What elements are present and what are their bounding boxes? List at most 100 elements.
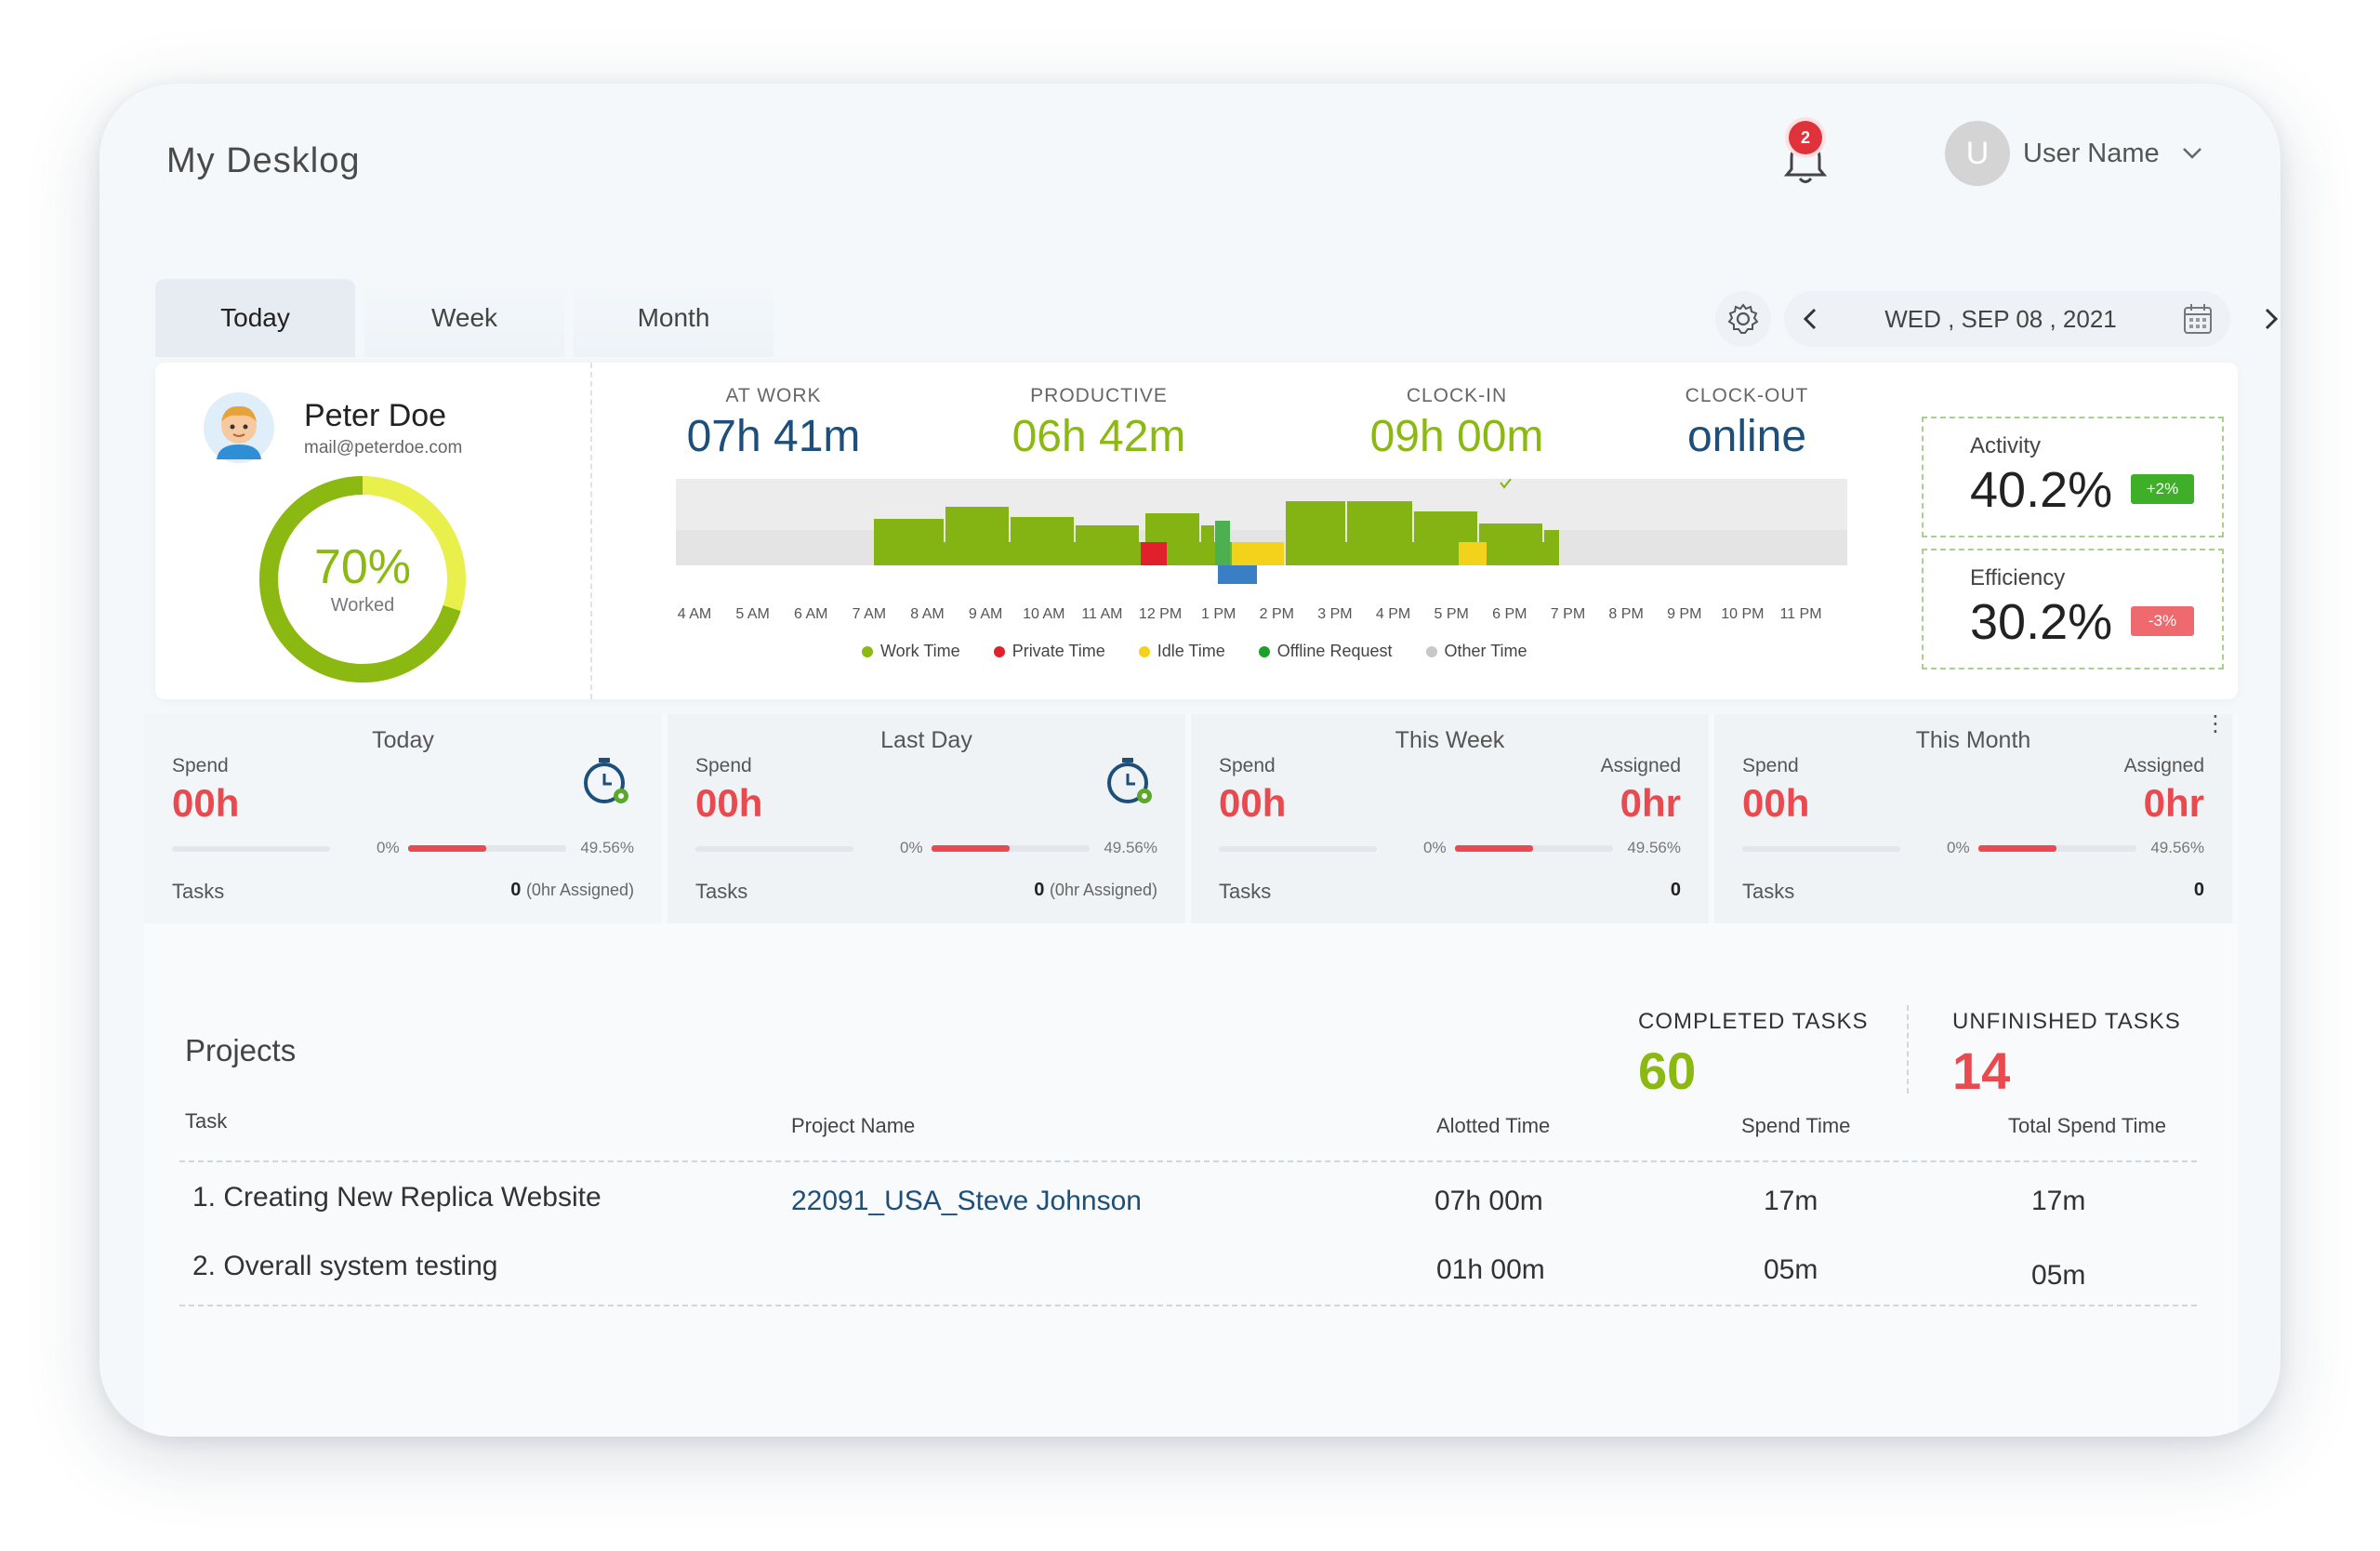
timeline-chart: 4 AM 5 AM 6 AM 7 AM 8 AM 9 AM 10 AM 11 AM 12 PM 1… [676, 479, 1847, 622]
kpi-activity: Activity 40.2% +2% [1922, 417, 2224, 537]
x-tick-label: 9 PM [1667, 606, 1701, 622]
progress-start: 0% [377, 839, 400, 856]
bar-idle [1459, 542, 1487, 565]
x-tick-label: 6 PM [1492, 606, 1527, 622]
project-link[interactable]: 22091_USA_Steve Johnson [791, 1186, 1142, 1216]
avatar: U [1945, 121, 2010, 186]
card-this-month[interactable]: ⋮ This Month Spend 00h Assigned 0hr 0% 4… [1714, 713, 2238, 923]
card-title: This Month [1915, 727, 2031, 753]
summary-card: Peter Doe mail@peterdoe.com 70% Worked A… [155, 363, 2238, 699]
kpi-badge: +2% [2131, 474, 2194, 504]
date-pill: WED , SEP 08 , 2021 [1784, 291, 2230, 347]
spend-label: Spend [1219, 755, 1276, 776]
divider [1907, 1005, 1909, 1094]
x-tick-label: 4 PM [1376, 606, 1410, 622]
chart-band [676, 479, 1847, 530]
date-navigator: WED , SEP 08 , 2021 [1715, 291, 2281, 347]
tasks-label: Tasks [172, 880, 225, 903]
card-today[interactable]: Today Spend 00h 0% 49.56% Tasks 0 (0hr A… [144, 714, 668, 923]
chevron-right-icon [2265, 308, 2279, 330]
legend-item: Other Time [1425, 642, 1527, 661]
tasks-label: Tasks [1742, 880, 1795, 903]
total-cell: 17m [2031, 1186, 2086, 1216]
tab-month[interactable]: Month [574, 279, 774, 357]
projects-panel: Projects COMPLETED TASKS 60 UNFINISHED T… [144, 923, 2238, 1437]
check-icon [1500, 479, 1512, 489]
progress-fill [1978, 845, 2057, 852]
stat-label: CLOCK-OUT [1685, 385, 1809, 406]
settings-button[interactable] [1715, 291, 1771, 347]
progress-start: 0% [1947, 839, 1970, 856]
progress-track [1219, 846, 1377, 852]
stat-value: 07h 41m [686, 412, 861, 461]
x-tick-label: 11 PM [1779, 606, 1821, 622]
progress-start: 0% [900, 839, 923, 856]
x-tick-label: 12 PM [1139, 606, 1182, 622]
stat-clock-out: CLOCK-OUT online [1654, 385, 1840, 462]
worked-label: Worked [330, 595, 395, 616]
x-tick-label: 5 PM [1435, 606, 1469, 622]
projects-title: Projects [185, 1033, 297, 1067]
card-title: Last Day [880, 727, 972, 753]
assigned-value: 0hr [1620, 781, 1681, 825]
chevron-left-icon[interactable] [1801, 307, 1819, 331]
app-title: My Desklog [166, 141, 361, 180]
x-tick-label: 9 AM [969, 606, 1002, 622]
tab-week[interactable]: Week [364, 279, 564, 357]
spend-value: 00h [172, 781, 240, 825]
gear-icon [1727, 303, 1759, 334]
stat-value: online [1686, 412, 1807, 461]
spend-cell: 17m [1764, 1186, 1818, 1216]
bar-private [1141, 542, 1167, 565]
progress-track [408, 845, 566, 852]
assigned-value: 0hr [2143, 781, 2204, 825]
calendar-icon[interactable] [2182, 302, 2214, 336]
progress-end: 49.56% [1627, 839, 1681, 856]
next-date-button[interactable] [2243, 291, 2281, 347]
worked-percent: 70% [313, 540, 412, 594]
tasks-value: 0 (0hr Assigned) [1034, 880, 1157, 900]
spend-value: 00h [1219, 781, 1287, 825]
tasks-value: 0 [2193, 880, 2204, 900]
x-tick-label: 3 PM [1317, 606, 1352, 622]
tasks-label: Tasks [695, 880, 748, 903]
kpi-label: Efficiency [1970, 565, 2066, 590]
worked-donut [259, 476, 466, 683]
legend-item: Private Time [993, 642, 1105, 661]
spend-value: 00h [695, 781, 763, 825]
progress-fill [408, 845, 487, 852]
kpi-value: 30.2% [1970, 594, 2113, 650]
bar-work [874, 501, 1559, 565]
divider [590, 363, 592, 699]
alotted-cell: 07h 00m [1435, 1186, 1543, 1216]
divider [179, 1160, 2197, 1162]
completed-value: 60 [1638, 1041, 1697, 1100]
tasks-value: 0 (0hr Assigned) [510, 880, 634, 900]
spend-label: Spend [695, 755, 752, 776]
progress-track [1742, 846, 1900, 852]
x-tick-label: 8 PM [1608, 606, 1643, 622]
card-this-week[interactable]: This Week Spend 00h Assigned 0hr 0% 49.5… [1191, 714, 1714, 923]
spend-value: 00h [1742, 781, 1810, 825]
x-tick-label: 4 AM [678, 606, 711, 622]
stat-label: PRODUCTIVE [1030, 385, 1168, 406]
unfinished-value: 14 [1952, 1041, 2011, 1100]
kpi-efficiency: Efficiency 30.2% -3% [1922, 549, 2224, 669]
tasks-value: 0 [1670, 880, 1681, 900]
column-header: Task [185, 1109, 228, 1133]
x-tick-label: 5 AM [735, 606, 769, 622]
time-cards: Today Spend 00h 0% 49.56% Tasks 0 (0hr A… [144, 713, 2238, 923]
x-tick-label: 8 AM [910, 606, 944, 622]
user-menu[interactable]: U User Name [1945, 121, 2202, 186]
stat-value: 09h 00m [1369, 412, 1544, 461]
notification-badge: 2 [1789, 121, 1822, 154]
x-tick-label: 2 PM [1260, 606, 1294, 622]
bar-offline [1215, 521, 1230, 565]
x-tick-label: 6 AM [794, 606, 827, 622]
divider [179, 1305, 2197, 1306]
tab-today[interactable]: Today [155, 279, 355, 357]
card-last-day[interactable]: Last Day Spend 00h 0% 49.56% Tasks 0 (0h… [668, 714, 1191, 923]
kpi-value: 40.2% [1970, 462, 2113, 518]
task-cell: 1. Creating New Replica Website [192, 1182, 602, 1213]
period-tabs: Today Week Month [155, 279, 783, 357]
